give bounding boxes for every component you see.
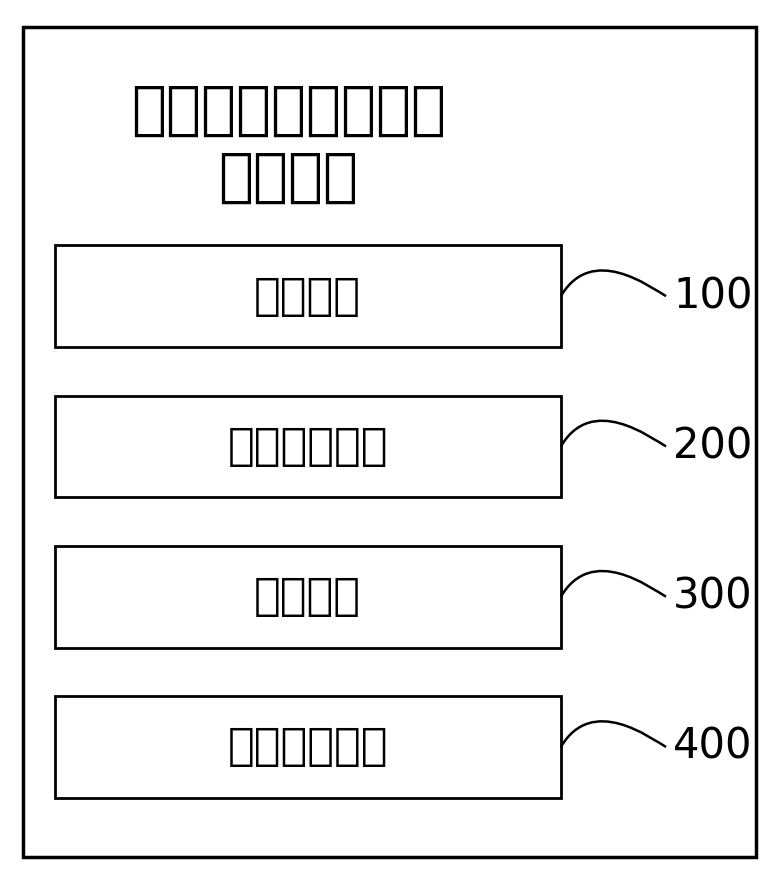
Bar <box>55 396 561 497</box>
Bar <box>55 545 561 647</box>
Text: 车费系统: 车费系统 <box>218 149 358 205</box>
Text: 100: 100 <box>673 275 753 317</box>
Text: 200: 200 <box>673 425 753 468</box>
Text: 判断模块: 判断模块 <box>254 275 361 317</box>
Bar <box>55 697 561 797</box>
Text: 发送模块: 发送模块 <box>254 575 361 618</box>
Text: 第二确定模块: 第二确定模块 <box>227 726 388 768</box>
Text: 会员积分兑换机场停: 会员积分兑换机场停 <box>131 82 446 139</box>
Text: 第一确定模块: 第一确定模块 <box>227 425 388 468</box>
Text: 400: 400 <box>673 726 753 768</box>
Text: 300: 300 <box>673 575 753 618</box>
Bar <box>55 245 561 347</box>
